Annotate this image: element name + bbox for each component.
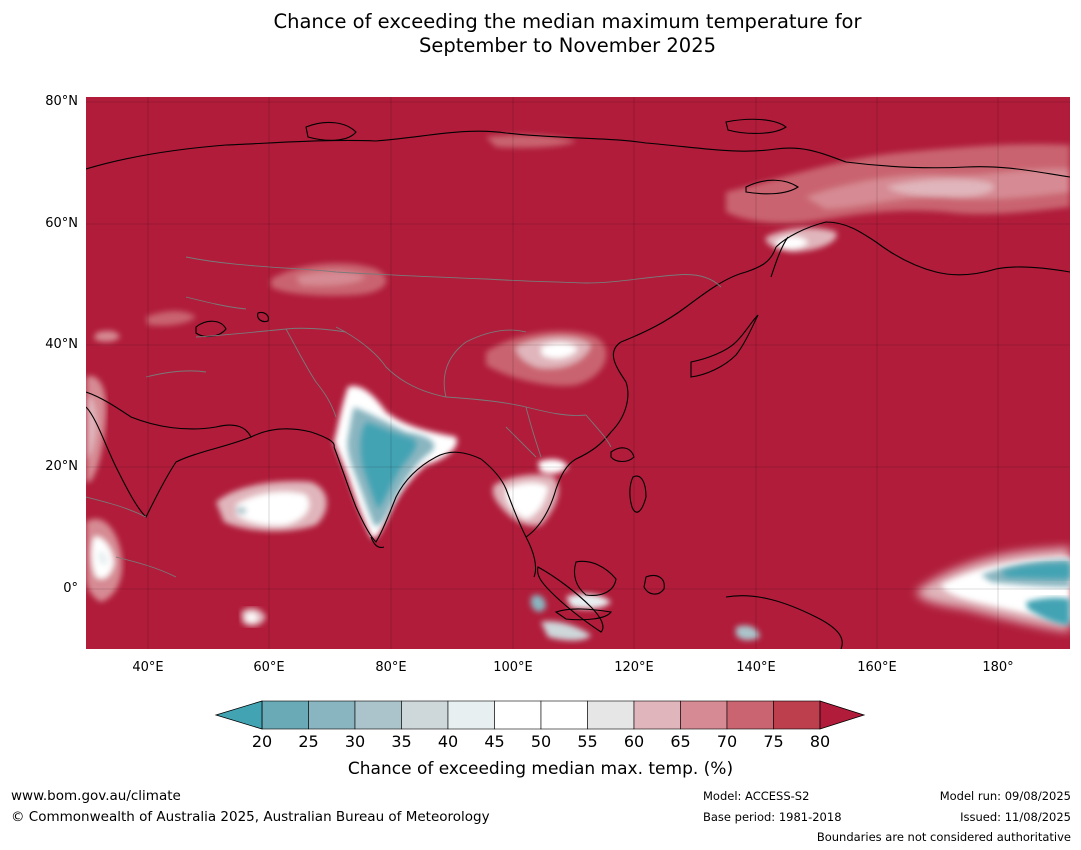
colorbar-segment [401,700,449,730]
title-line-1: Chance of exceeding the median maximum t… [273,10,862,33]
colorbar-segment [633,700,681,730]
footer-url[interactable]: www.bom.gov.au/climate [11,788,181,804]
lon-label-80e: 80°E [375,660,407,675]
indian-ocean-patch [241,607,266,627]
colorbar-over-arrow [819,700,866,730]
colorbar-tick-label: 50 [530,732,552,751]
colorbar-segment [447,700,495,730]
lon-label-120e: 120°E [614,660,654,675]
mongolia-patch [486,331,607,386]
colorbar-under-arrow [214,700,263,730]
lat-label-80n: 80°N [45,94,78,109]
lat-label-60n: 60°N [45,216,78,231]
lat-label-40n: 40°N [45,337,78,352]
lon-label-100e: 100°E [493,660,533,675]
colorbar-segments [261,700,821,730]
lat-label-0: 0° [63,581,78,596]
title-line-2: September to November 2025 [418,34,717,57]
colorbar [214,700,866,730]
colorbar-tick-label: 60 [623,732,645,751]
colorbar-tick-label: 40 [437,732,459,751]
colorbar-segment [680,700,728,730]
lon-label-60e: 60°E [253,660,285,675]
colorbar-tick-label: 20 [251,732,273,751]
maritime-continent-patch [531,593,760,641]
lat-label-20n: 20°N [45,459,78,474]
colorbar-segment [726,700,774,730]
colorbar-label: Chance of exceeding median max. temp. (%… [347,759,734,779]
colorbar-segment [494,700,542,730]
colorbar-segment [540,700,588,730]
footer-model: Model: ACCESS-S2 [703,789,810,803]
footer-issued: Issued: 11/08/2025 [960,810,1071,824]
colorbar-tick-label: 80 [809,732,831,751]
lon-label-40e: 40°E [132,660,164,675]
colorbar-segment [587,700,635,730]
forecast-map [86,97,1070,649]
east-africa-patch [86,518,123,602]
map-title: Chance of exceeding the median maximum t… [0,10,1081,58]
colorbar-segment [773,700,821,730]
indochina-patch [492,459,568,526]
colorbar-tick-label: 65 [670,732,691,751]
footer-base-period: Base period: 1981-2018 [703,810,842,824]
lon-label-160e: 160°E [857,660,897,675]
colorbar-tick-label: 25 [298,732,319,751]
colorbar-tick-label: 70 [716,732,738,751]
colorbar-segment [261,700,309,730]
colorbar-tick-label: 30 [344,732,366,751]
arabian-sea-patch [216,481,327,532]
country-borders [86,256,722,578]
colorbar-tick-label: 35 [391,732,412,751]
pacific-cool-patch [916,547,1070,632]
colorbar-tick-label: 75 [763,732,784,751]
india-cool-patch [334,386,457,539]
colorbar-segment [354,700,402,730]
lon-label-140e: 140°E [736,660,776,675]
colorbar-tick-label: 55 [577,732,598,751]
siberia-band [486,134,1070,252]
central-asia-patch [94,263,387,342]
footer-copyright: © Commonwealth of Australia 2025, Austra… [11,809,490,825]
lon-label-180: 180° [982,660,1014,675]
coastlines [86,118,1070,649]
colorbar-tick-label: 45 [484,732,505,751]
footer-model-run: Model run: 09/08/2025 [939,789,1071,803]
graticule [86,97,1070,649]
arabia-patch [86,376,107,482]
colorbar-segment [308,700,356,730]
footer-boundaries: Boundaries are not considered authoritat… [816,830,1071,844]
